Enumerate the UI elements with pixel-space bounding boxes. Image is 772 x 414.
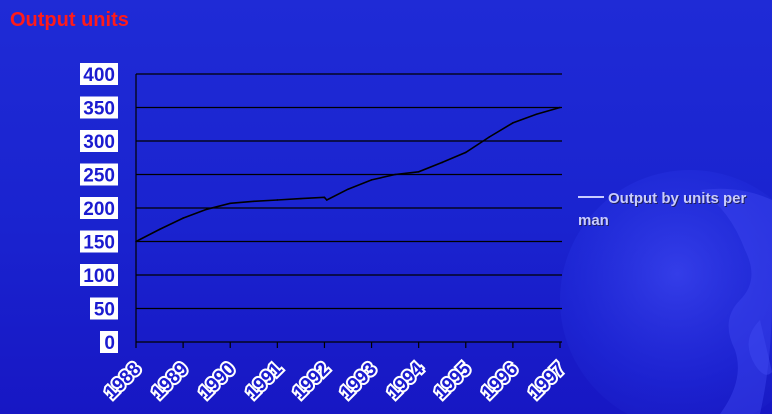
data-point xyxy=(559,106,561,109)
data-point xyxy=(512,122,514,124)
data-point xyxy=(276,199,279,201)
y-axis-title: Output units xyxy=(10,9,129,31)
data-point xyxy=(252,200,255,203)
data-point xyxy=(394,173,396,176)
y-tick-label: 400 xyxy=(83,65,115,86)
x-tick-label: 1988 xyxy=(101,359,146,404)
data-point xyxy=(135,240,137,243)
y-tick-label-box xyxy=(80,197,118,219)
data-point xyxy=(417,171,420,173)
x-tick-label: 1995 xyxy=(431,358,476,403)
data-point xyxy=(347,188,349,191)
x-tick-label: 1996 xyxy=(478,359,523,404)
data-point xyxy=(326,199,328,201)
y-tick-label: 100 xyxy=(83,266,115,287)
y-tick-label-box xyxy=(80,63,118,85)
y-tick-label: 300 xyxy=(83,132,115,153)
y-tick-label-box xyxy=(80,163,118,186)
data-point xyxy=(441,161,444,164)
x-tick-label: 1993 xyxy=(336,359,381,404)
y-tick-label-box xyxy=(100,331,118,353)
x-tick-label: 1990 xyxy=(195,359,240,404)
data-point xyxy=(464,151,467,154)
data-point xyxy=(205,208,208,211)
legend: Output by units per man xyxy=(578,188,772,232)
y-tick-label-box xyxy=(90,297,118,320)
y-tick-label: 150 xyxy=(83,233,115,254)
y-tick-label: 0 xyxy=(104,333,115,354)
x-tick-label: 1997 xyxy=(525,359,570,404)
y-tick-label: 350 xyxy=(83,99,115,120)
data-point xyxy=(158,228,161,231)
data-point xyxy=(370,179,373,181)
y-tick-label-box xyxy=(80,96,118,119)
series-line xyxy=(135,106,561,243)
data-point xyxy=(488,136,491,138)
y-tick-label: 250 xyxy=(83,166,115,187)
data-point xyxy=(323,196,326,199)
data-point xyxy=(535,113,538,115)
data-point xyxy=(182,217,184,219)
x-tick-label: 1994 xyxy=(383,358,428,403)
legend-swatch xyxy=(578,196,604,199)
legend-series-label: Output by units per man xyxy=(578,190,747,229)
y-tick-label-box xyxy=(80,264,118,286)
data-point xyxy=(300,197,302,200)
data-point xyxy=(229,202,232,205)
y-tick-label: 50 xyxy=(94,300,115,321)
y-tick-label-box xyxy=(80,230,118,253)
y-tick-label-box xyxy=(80,130,118,152)
x-tick-label: 1992 xyxy=(289,359,334,404)
y-tick-label: 200 xyxy=(83,199,115,220)
x-tick-label: 1991 xyxy=(242,358,287,403)
x-tick-label: 1989 xyxy=(148,359,193,404)
